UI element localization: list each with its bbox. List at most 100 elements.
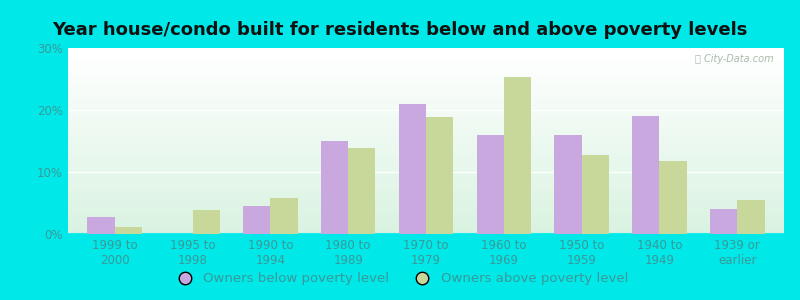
Bar: [68, 204, 784, 205]
Bar: [68, 58, 784, 59]
Bar: [68, 154, 784, 155]
Bar: [68, 229, 784, 230]
Bar: [68, 112, 784, 113]
Bar: [68, 76, 784, 77]
Bar: [68, 168, 784, 169]
Bar: [68, 202, 784, 203]
Bar: [68, 116, 784, 117]
Bar: [68, 64, 784, 65]
Bar: [68, 211, 784, 212]
Bar: [68, 190, 784, 191]
Bar: [68, 228, 784, 229]
Bar: [68, 183, 784, 184]
Bar: [68, 71, 784, 72]
Bar: [68, 82, 784, 83]
Bar: [68, 224, 784, 225]
Bar: [68, 164, 784, 165]
Bar: [68, 207, 784, 208]
Bar: [738, 200, 765, 234]
Bar: [68, 128, 784, 129]
Bar: [68, 137, 784, 138]
Bar: [68, 53, 784, 54]
Bar: [68, 178, 784, 179]
Bar: [68, 212, 784, 213]
Bar: [68, 94, 784, 95]
Bar: [68, 126, 784, 127]
Bar: [68, 232, 784, 233]
Bar: [68, 186, 784, 187]
Bar: [68, 146, 784, 147]
Bar: [68, 131, 784, 132]
Bar: [68, 100, 784, 101]
Bar: [68, 160, 784, 161]
Bar: [68, 129, 784, 130]
Bar: [68, 194, 784, 195]
Text: Year house/condo built for residents below and above poverty levels: Year house/condo built for residents bel…: [52, 21, 748, 39]
Bar: [68, 121, 784, 122]
Bar: [554, 135, 582, 234]
Bar: [68, 177, 784, 178]
Bar: [68, 179, 784, 180]
Bar: [68, 141, 784, 142]
Bar: [68, 155, 784, 156]
Bar: [68, 85, 784, 86]
Bar: [68, 65, 784, 66]
Bar: [68, 151, 784, 152]
Bar: [68, 86, 784, 87]
Bar: [68, 231, 784, 232]
Bar: [659, 161, 686, 234]
Bar: [68, 118, 784, 119]
Bar: [68, 202, 784, 203]
Bar: [68, 133, 784, 134]
Bar: [68, 50, 784, 51]
Bar: [68, 169, 784, 170]
Bar: [68, 88, 784, 89]
Bar: [68, 123, 784, 124]
Bar: [68, 109, 784, 110]
Bar: [68, 114, 784, 115]
Bar: [68, 160, 784, 161]
Bar: [68, 139, 784, 140]
Bar: [710, 209, 738, 234]
Bar: [68, 158, 784, 159]
Bar: [68, 95, 784, 96]
Bar: [68, 172, 784, 173]
Bar: [477, 135, 504, 234]
Bar: [68, 107, 784, 108]
Bar: [68, 62, 784, 63]
Bar: [68, 189, 784, 190]
Bar: [68, 175, 784, 176]
Bar: [68, 200, 784, 202]
Bar: [68, 63, 784, 64]
Bar: [68, 66, 784, 67]
Bar: [68, 159, 784, 160]
Bar: [68, 165, 784, 166]
Bar: [68, 223, 784, 224]
Bar: [68, 96, 784, 97]
Bar: [68, 122, 784, 123]
Bar: [68, 48, 784, 49]
Bar: [68, 180, 784, 181]
Bar: [68, 69, 784, 70]
Bar: [68, 75, 784, 76]
Bar: [68, 162, 784, 163]
Bar: [68, 218, 784, 219]
Bar: [68, 134, 784, 135]
Bar: [68, 142, 784, 143]
Bar: [68, 84, 784, 85]
Bar: [68, 187, 784, 188]
Bar: [68, 216, 784, 217]
Bar: [68, 93, 784, 94]
Bar: [68, 181, 784, 182]
Bar: [68, 213, 784, 214]
Bar: [504, 77, 531, 234]
Bar: [68, 101, 784, 102]
Bar: [68, 99, 784, 100]
Text: ⓘ City-Data.com: ⓘ City-Data.com: [694, 54, 774, 64]
Bar: [68, 68, 784, 69]
Bar: [68, 191, 784, 192]
Bar: [321, 141, 348, 234]
Bar: [68, 173, 784, 175]
Bar: [68, 125, 784, 126]
Bar: [68, 83, 784, 84]
